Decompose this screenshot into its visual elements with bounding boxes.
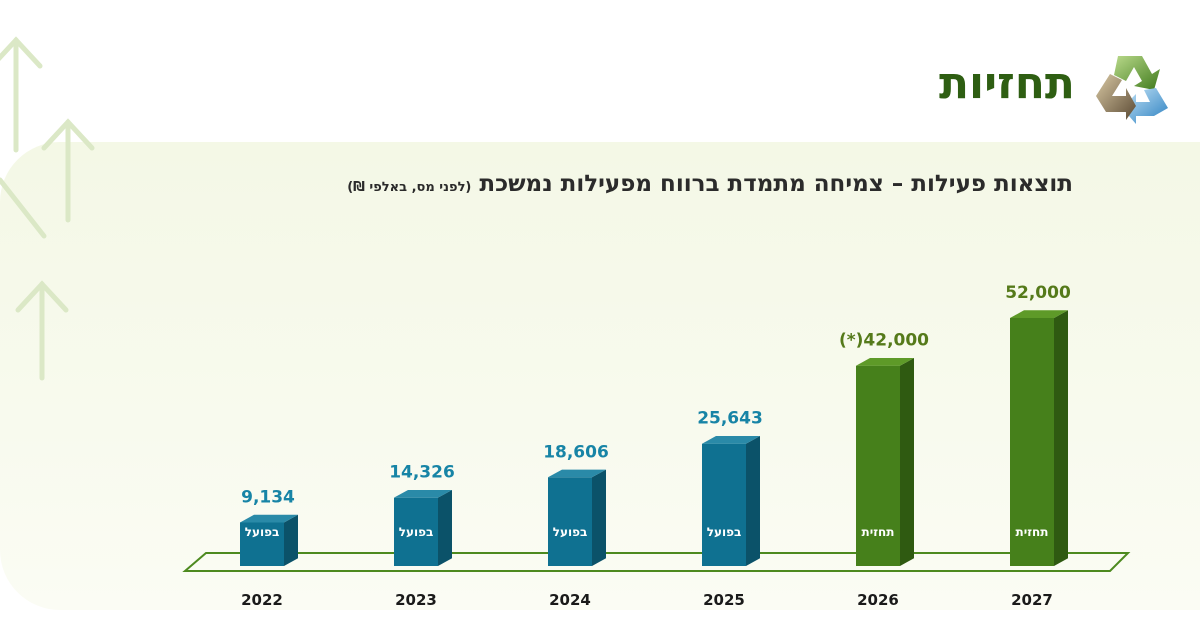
chart-floor bbox=[182, 552, 1131, 572]
bar-2027 bbox=[1010, 318, 1054, 566]
bar-label-2022: בפועל bbox=[245, 525, 280, 539]
bar-side-2024 bbox=[592, 469, 606, 566]
value-label-2025: 25,643 bbox=[697, 409, 763, 429]
bar-side-2023 bbox=[438, 489, 452, 566]
value-label-2022: 9,134 bbox=[241, 487, 295, 507]
bar-top-2026 bbox=[856, 357, 914, 366]
x-tick-label-2027: 2027 bbox=[1011, 591, 1053, 609]
value-label-2024: 18,606 bbox=[543, 442, 609, 462]
bar-label-2023: בפועל bbox=[399, 525, 434, 539]
bar-label-2027: תחזית bbox=[1016, 525, 1049, 539]
bar-side-2026 bbox=[900, 357, 914, 566]
bar-top-2022 bbox=[240, 514, 298, 523]
chart-title-block: תוצאות פעילות – צמיחה מתמדת ברווח מפעילו… bbox=[347, 171, 1073, 197]
bar-2022 bbox=[240, 522, 284, 566]
bar-side-2027 bbox=[1054, 310, 1068, 566]
recycle-icon bbox=[1096, 56, 1168, 124]
value-label-2027: 52,000 bbox=[1005, 283, 1071, 303]
bar-label-2025: בפועל bbox=[707, 525, 742, 539]
x-tick-label-2025: 2025 bbox=[703, 591, 745, 609]
x-tick-label-2022: 2022 bbox=[241, 591, 283, 609]
chart-subtitle: (לפני מס, באלפי ₪) bbox=[347, 180, 472, 195]
bar-top-2023 bbox=[394, 489, 452, 498]
x-tick-label-2026: 2026 bbox=[857, 591, 899, 609]
bar-label-2024: בפועל bbox=[553, 525, 588, 539]
bar-2023 bbox=[394, 497, 438, 566]
chart-title: תוצאות פעילות – צמיחה מתמדת ברווח מפעילו… bbox=[479, 171, 1073, 197]
page-title: תחזיות bbox=[938, 58, 1075, 109]
bar-top-2027 bbox=[1010, 310, 1068, 318]
bar-side-2022 bbox=[284, 514, 298, 566]
decorative-arrows-icon bbox=[0, 36, 95, 381]
x-tick-label-2023: 2023 bbox=[395, 591, 437, 609]
value-label-2023: 14,326 bbox=[389, 463, 455, 483]
bar-2024 bbox=[548, 477, 592, 566]
value-label-2026: (*)42,000 bbox=[839, 331, 929, 351]
bar-top-2024 bbox=[548, 469, 606, 478]
x-tick-label-2024: 2024 bbox=[549, 591, 591, 609]
bar-2026 bbox=[856, 365, 900, 566]
bar-label-2026: תחזית bbox=[862, 525, 895, 539]
bar-2025 bbox=[702, 443, 746, 566]
bar-side-2025 bbox=[746, 436, 760, 566]
bar-top-2025 bbox=[702, 436, 760, 444]
